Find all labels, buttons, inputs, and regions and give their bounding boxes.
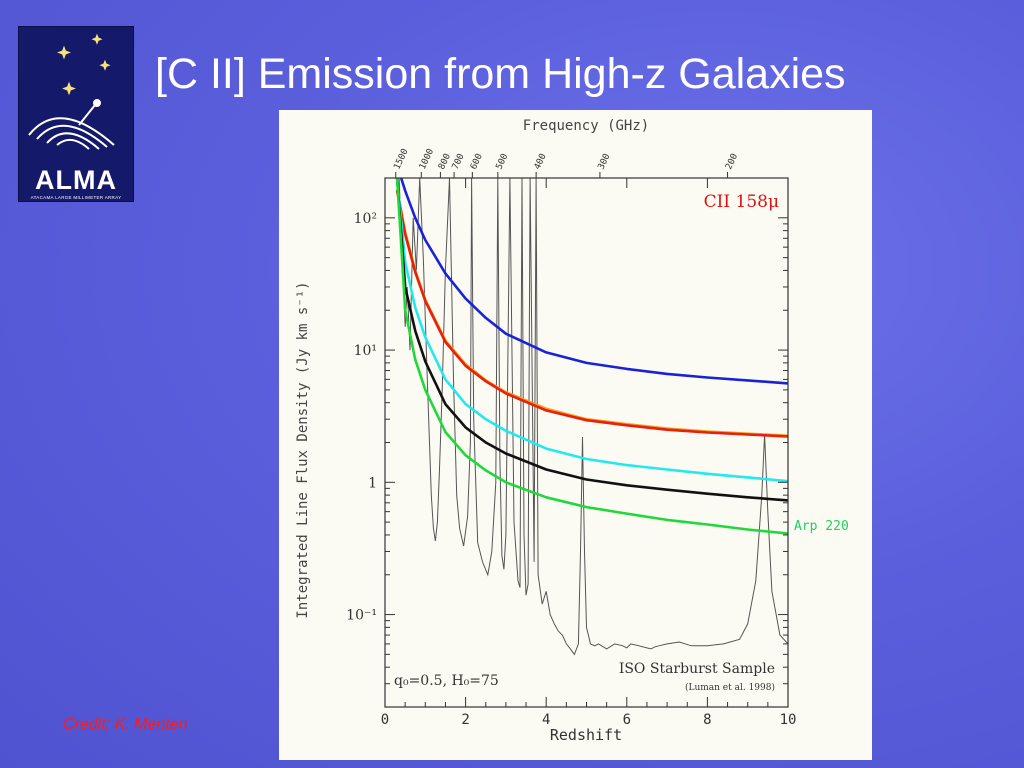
credit-text: Credit: K. Menten: [63, 716, 188, 733]
series-line-red: [395, 190, 788, 438]
alma-antenna-logo-icon: [28, 33, 115, 150]
slide-title: [C II] Emission from High-z Galaxies: [155, 50, 846, 98]
series-line-black: [395, 178, 788, 502]
y-tick-label: 10²: [354, 211, 377, 227]
y-tick-label: 10¹: [354, 343, 377, 359]
chart-figure: 0 2 4 6 8 10 10⁻¹ 1 10¹ 10² 1500 1000 800 700 600 500 40…: [279, 110, 872, 760]
logo-name: ALMA: [35, 165, 117, 195]
top-axis-label: Frequency (GHz): [523, 118, 649, 134]
series-line-green: [395, 178, 788, 535]
cosmology-label: q₀=0.5, H₀=75: [394, 673, 499, 689]
x-tick-label: 6: [623, 712, 631, 728]
x-tick-label: 10: [780, 712, 797, 728]
cii-line-label: CII 158μ: [704, 192, 779, 212]
y-axis-label: Integrated Line Flux Density (Jy km s⁻¹): [295, 281, 311, 618]
x-tick-label: 8: [703, 712, 711, 728]
logo-subtitle: ATACAMA LARGE MILLIMETER ARRAY: [30, 195, 122, 200]
x-tick-label: 2: [461, 712, 469, 728]
transmission-spectrum-line: [398, 178, 788, 656]
arp220-label: Arp 220: [794, 519, 849, 534]
alma-logo: ALMA ATACAMA LARGE MILLIMETER ARRAY: [18, 26, 134, 202]
reference-label: (Luman et al. 1998): [685, 682, 775, 693]
series-line-cyan: [395, 178, 788, 483]
x-axis-label: Redshift: [550, 726, 622, 744]
x-tick-label: 0: [381, 712, 389, 728]
sample-label: ISO Starburst Sample: [619, 661, 775, 677]
y-tick-label: 10⁻¹: [346, 608, 377, 624]
x-tick-label: 4: [542, 712, 550, 728]
y-tick-label: 1: [368, 475, 377, 491]
series-line-blue: [399, 178, 788, 385]
